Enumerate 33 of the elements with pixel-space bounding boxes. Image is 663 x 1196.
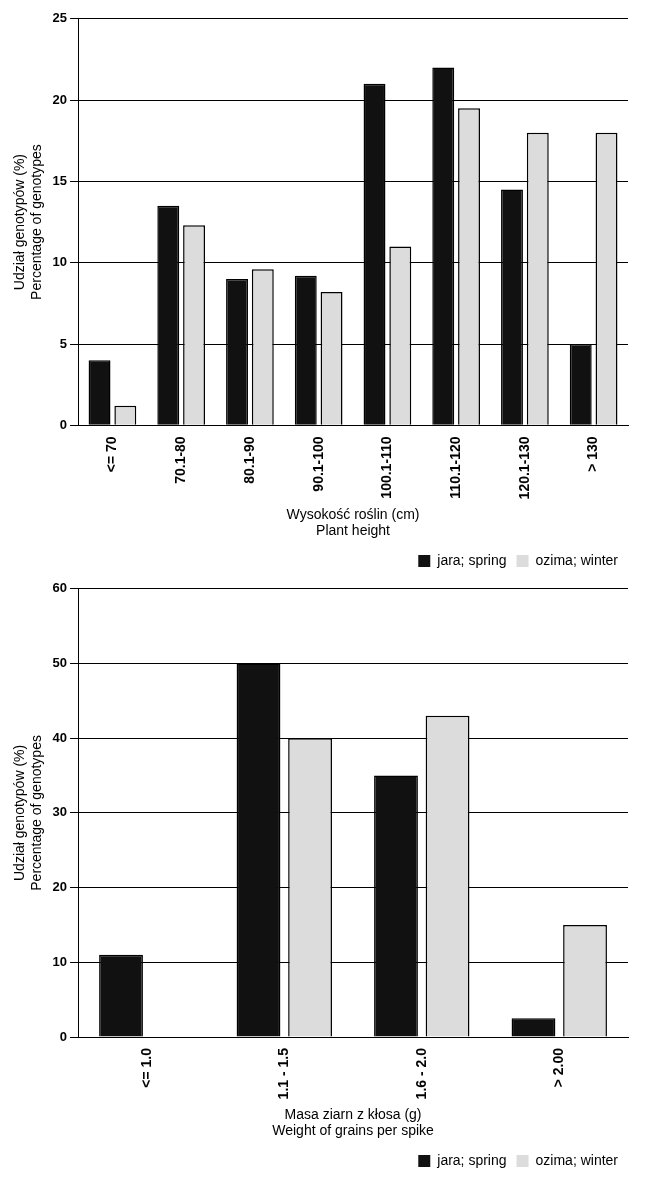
x-tick-label: 120.1-130 — [515, 436, 532, 500]
y-tick-label: 50 — [52, 655, 68, 671]
y-axis-title: Udział genotypów (%) Percentage of genotypes — [11, 735, 45, 891]
y-tick-label: 20 — [52, 879, 68, 895]
x-tick-label: <= 1.0 — [137, 1047, 154, 1088]
x-tick-label: 80.1-90 — [240, 436, 257, 484]
y-tick-label: 15 — [52, 173, 68, 188]
y-tick-label: 10 — [52, 953, 68, 969]
x-tick-label: 100.1-110 — [378, 436, 395, 499]
y-axis-title: Udział genotypów (%) Percentage of genotypes — [11, 144, 45, 300]
legend-label: jara; spring — [436, 551, 507, 568]
y-tick-label: 40 — [52, 729, 68, 745]
y-tick-label: 60 — [52, 580, 68, 596]
x-tick-label: 90.1-100 — [309, 436, 326, 492]
y-tick-label: 30 — [52, 804, 68, 820]
y-tick-label: 0 — [59, 1028, 68, 1044]
y-tick-label: 25 — [52, 10, 68, 26]
x-axis-title: Wysokość roślin (cm) Plant height — [286, 505, 420, 539]
x-axis-title: Masa ziarn z kłosa (g) Weight of grains per spike — [272, 1105, 435, 1139]
y-tick-label: 20 — [52, 91, 68, 107]
x-tick-label: > 2.00 — [550, 1047, 567, 1088]
legend-label: ozima; winter — [535, 551, 619, 568]
x-tick-label: <= 70 — [103, 436, 120, 473]
y-tick-label: 5 — [59, 335, 68, 351]
x-tick-label: 1.1 - 1.5 — [275, 1047, 292, 1100]
x-tick-label: 110.1-120 — [447, 436, 463, 499]
x-tick-label: 70.1-80 — [172, 436, 189, 484]
legend-label: ozima; winter — [535, 1151, 619, 1168]
x-tick-label: 1.6 - 2.0 — [412, 1047, 429, 1100]
y-tick-label: 10 — [52, 254, 68, 270]
y-tick-label: 0 — [59, 416, 68, 432]
legend-label: jara; spring — [436, 1151, 507, 1168]
x-tick-label: > 130 — [584, 436, 601, 472]
